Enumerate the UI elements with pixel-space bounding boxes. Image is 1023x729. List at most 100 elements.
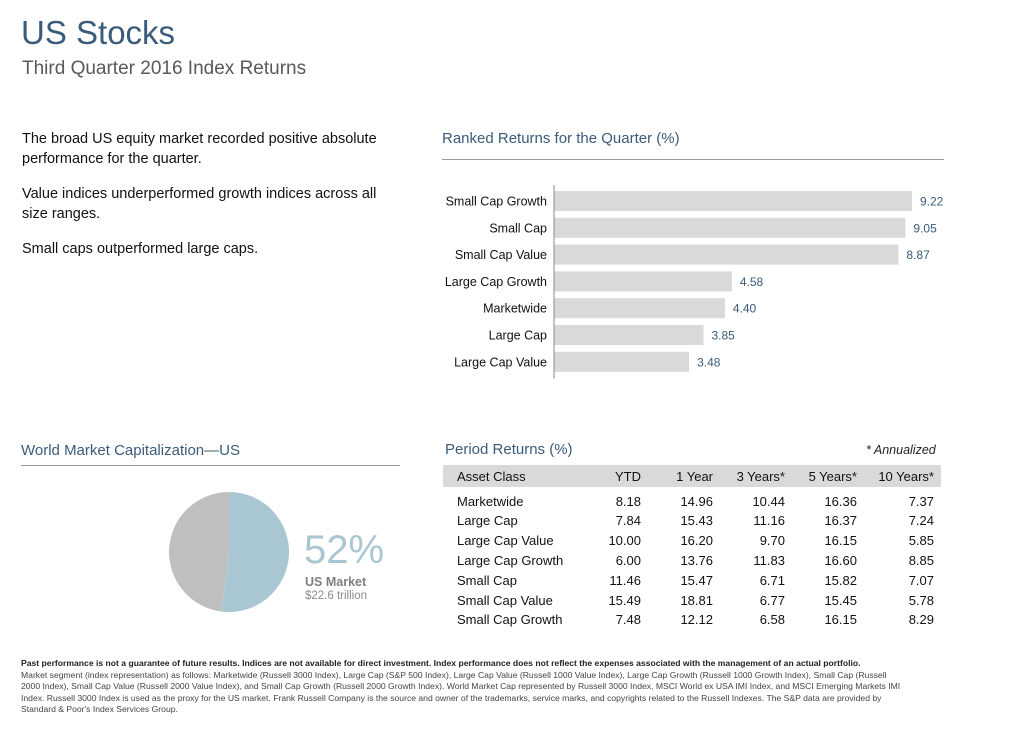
table-cell-value: 16.60 xyxy=(824,552,857,568)
annualized-note: * Annualized xyxy=(866,443,936,457)
table-cell-value: 13.76 xyxy=(680,552,713,568)
column-header: Asset Class xyxy=(443,465,593,487)
table-row: Marketwide 8.18 14.96 10.44 16.36 7.37 xyxy=(443,487,941,511)
value-label: 8.87 xyxy=(906,248,930,262)
category-label: Marketwide xyxy=(483,302,547,316)
table-row: Small Cap 11.46 15.47 6.71 15.82 7.07 xyxy=(443,570,941,590)
period-returns-title: Period Returns (%) xyxy=(445,441,573,458)
table-cell-value: 16.36 xyxy=(824,494,857,509)
ranked-returns-title: Ranked Returns for the Quarter (%) xyxy=(442,130,680,147)
table-cell-asset: Marketwide xyxy=(457,494,524,509)
bar xyxy=(554,217,906,238)
category-label: Large Cap Value xyxy=(454,355,547,369)
page-subtitle: Third Quarter 2016 Index Returns xyxy=(22,58,307,79)
table-row: Large Cap 7.84 15.43 11.16 16.37 7.24 xyxy=(443,511,941,531)
table-cell-value: 5.78 xyxy=(908,592,934,608)
table-cell-value: 7.48 xyxy=(615,612,641,628)
category-label: Small Cap xyxy=(489,221,547,235)
table-cell-value: 6.00 xyxy=(615,552,641,568)
commentary-point: Small caps outperformed large caps. xyxy=(22,241,259,257)
page-title: US Stocks xyxy=(21,14,176,51)
table-cell-value: 5.85 xyxy=(908,533,934,549)
world-market-cap-pie xyxy=(168,492,289,612)
value-label: 9.22 xyxy=(920,195,944,209)
value-label: 3.85 xyxy=(711,329,735,343)
ranked-returns-divider xyxy=(442,159,944,160)
disclaimer: Past performance is not a guarantee of f… xyxy=(21,658,901,716)
us-market-label: US Market xyxy=(305,575,367,589)
table-cell-asset: Small Cap xyxy=(457,572,517,588)
column-header: 5 Years* xyxy=(792,465,864,487)
table-cell-value: 11.46 xyxy=(609,572,641,588)
table-cell-value: 10.44 xyxy=(752,494,785,509)
us-market-value: $22.6 trillion xyxy=(305,590,368,602)
bar xyxy=(554,191,912,211)
table-cell-value: 6.71 xyxy=(759,572,785,588)
table-cell-value: 10.00 xyxy=(608,533,641,549)
table-cell-value: 15.45 xyxy=(824,592,857,608)
table-cell-value: 11.16 xyxy=(753,513,785,529)
column-header: YTD xyxy=(593,465,648,487)
table-cell-asset: Small Cap Growth xyxy=(457,612,563,628)
pie-slice-us xyxy=(221,492,289,612)
bar xyxy=(554,271,732,292)
table-cell-value: 14.96 xyxy=(680,494,713,509)
table-cell-asset: Large Cap Value xyxy=(457,533,554,549)
table-cell-value: 6.58 xyxy=(759,612,785,628)
table-row: Small Cap Growth 7.48 12.12 6.58 16.15 8.29 xyxy=(443,610,941,630)
pie-slice-rest xyxy=(168,492,229,612)
table-row: Large Cap Value 10.00 16.20 9.70 16.15 5.85 xyxy=(443,531,941,551)
table-cell-value: 16.37 xyxy=(824,513,857,529)
table-cell-value: 7.24 xyxy=(908,513,934,529)
category-label: Large Cap xyxy=(489,329,547,343)
table-cell-value: 9.70 xyxy=(759,533,785,549)
period-returns-table: Asset Class YTD 1 Year 3 Years* 5 Years*… xyxy=(443,465,941,630)
table-cell-asset: Small Cap Value xyxy=(457,592,553,608)
table-cell-value: 8.18 xyxy=(615,494,641,509)
world-market-cap-divider xyxy=(21,465,400,466)
category-label: Small Cap Growth xyxy=(446,195,547,209)
column-header: 10 Years* xyxy=(864,465,941,487)
commentary-point: The broad US equity market recorded posi… xyxy=(22,131,377,167)
column-header: 1 Year xyxy=(648,465,720,487)
table-row: Large Cap Growth 6.00 13.76 11.83 16.60 8.85 xyxy=(443,551,941,571)
column-header: 3 Years* xyxy=(720,465,792,487)
table-cell-value: 6.77 xyxy=(759,592,785,608)
bar xyxy=(554,298,725,319)
table-cell-value: 16.15 xyxy=(824,533,857,549)
ranked-returns-chart: Small Cap Growth 9.22 Small Cap 9.05 Small C… xyxy=(445,185,944,379)
value-label: 4.40 xyxy=(733,302,757,316)
table-cell-value: 8.29 xyxy=(908,612,934,628)
table-cell-value: 11.83 xyxy=(753,552,785,568)
world-market-cap-title: World Market Capitalization—US xyxy=(21,442,240,459)
disclaimer-text: Market segment (index representation) as… xyxy=(21,669,901,715)
bar xyxy=(554,244,899,265)
table-row: Small Cap Value 15.49 18.81 6.77 15.45 5.78 xyxy=(443,590,941,610)
bar xyxy=(554,351,690,372)
category-label: Small Cap Value xyxy=(455,248,547,262)
table-cell-value: 7.37 xyxy=(908,494,934,509)
table-cell-value: 16.20 xyxy=(680,533,713,549)
value-label: 3.48 xyxy=(697,355,721,369)
commentary-point: Value indices underperformed growth indi… xyxy=(22,186,377,222)
table-cell-value: 16.15 xyxy=(824,612,857,628)
table-cell-value: 15.49 xyxy=(608,592,641,608)
value-label: 4.58 xyxy=(740,275,764,289)
table-cell-value: 8.85 xyxy=(908,552,934,568)
bar xyxy=(554,325,704,345)
table-cell-value: 15.47 xyxy=(680,572,713,588)
table-cell-value: 7.07 xyxy=(908,572,934,588)
category-label: Large Cap Growth xyxy=(445,275,547,289)
table-cell-value: 7.84 xyxy=(615,513,641,529)
table-cell-value: 18.81 xyxy=(680,592,713,608)
table-cell-asset: Large Cap xyxy=(457,513,518,529)
table-header-row: Asset Class YTD 1 Year 3 Years* 5 Years*… xyxy=(443,465,941,487)
table-cell-value: 15.82 xyxy=(824,572,857,588)
value-label: 9.05 xyxy=(913,221,937,235)
table-cell-value: 12.12 xyxy=(680,612,713,628)
commentary: The broad US equity market recorded posi… xyxy=(22,129,402,274)
table-cell-asset: Large Cap Growth xyxy=(457,552,564,568)
table-cell-value: 15.43 xyxy=(680,513,713,529)
us-market-percent: 52% xyxy=(304,528,385,572)
disclaimer-bold: Past performance is not a guarantee of f… xyxy=(21,658,861,668)
